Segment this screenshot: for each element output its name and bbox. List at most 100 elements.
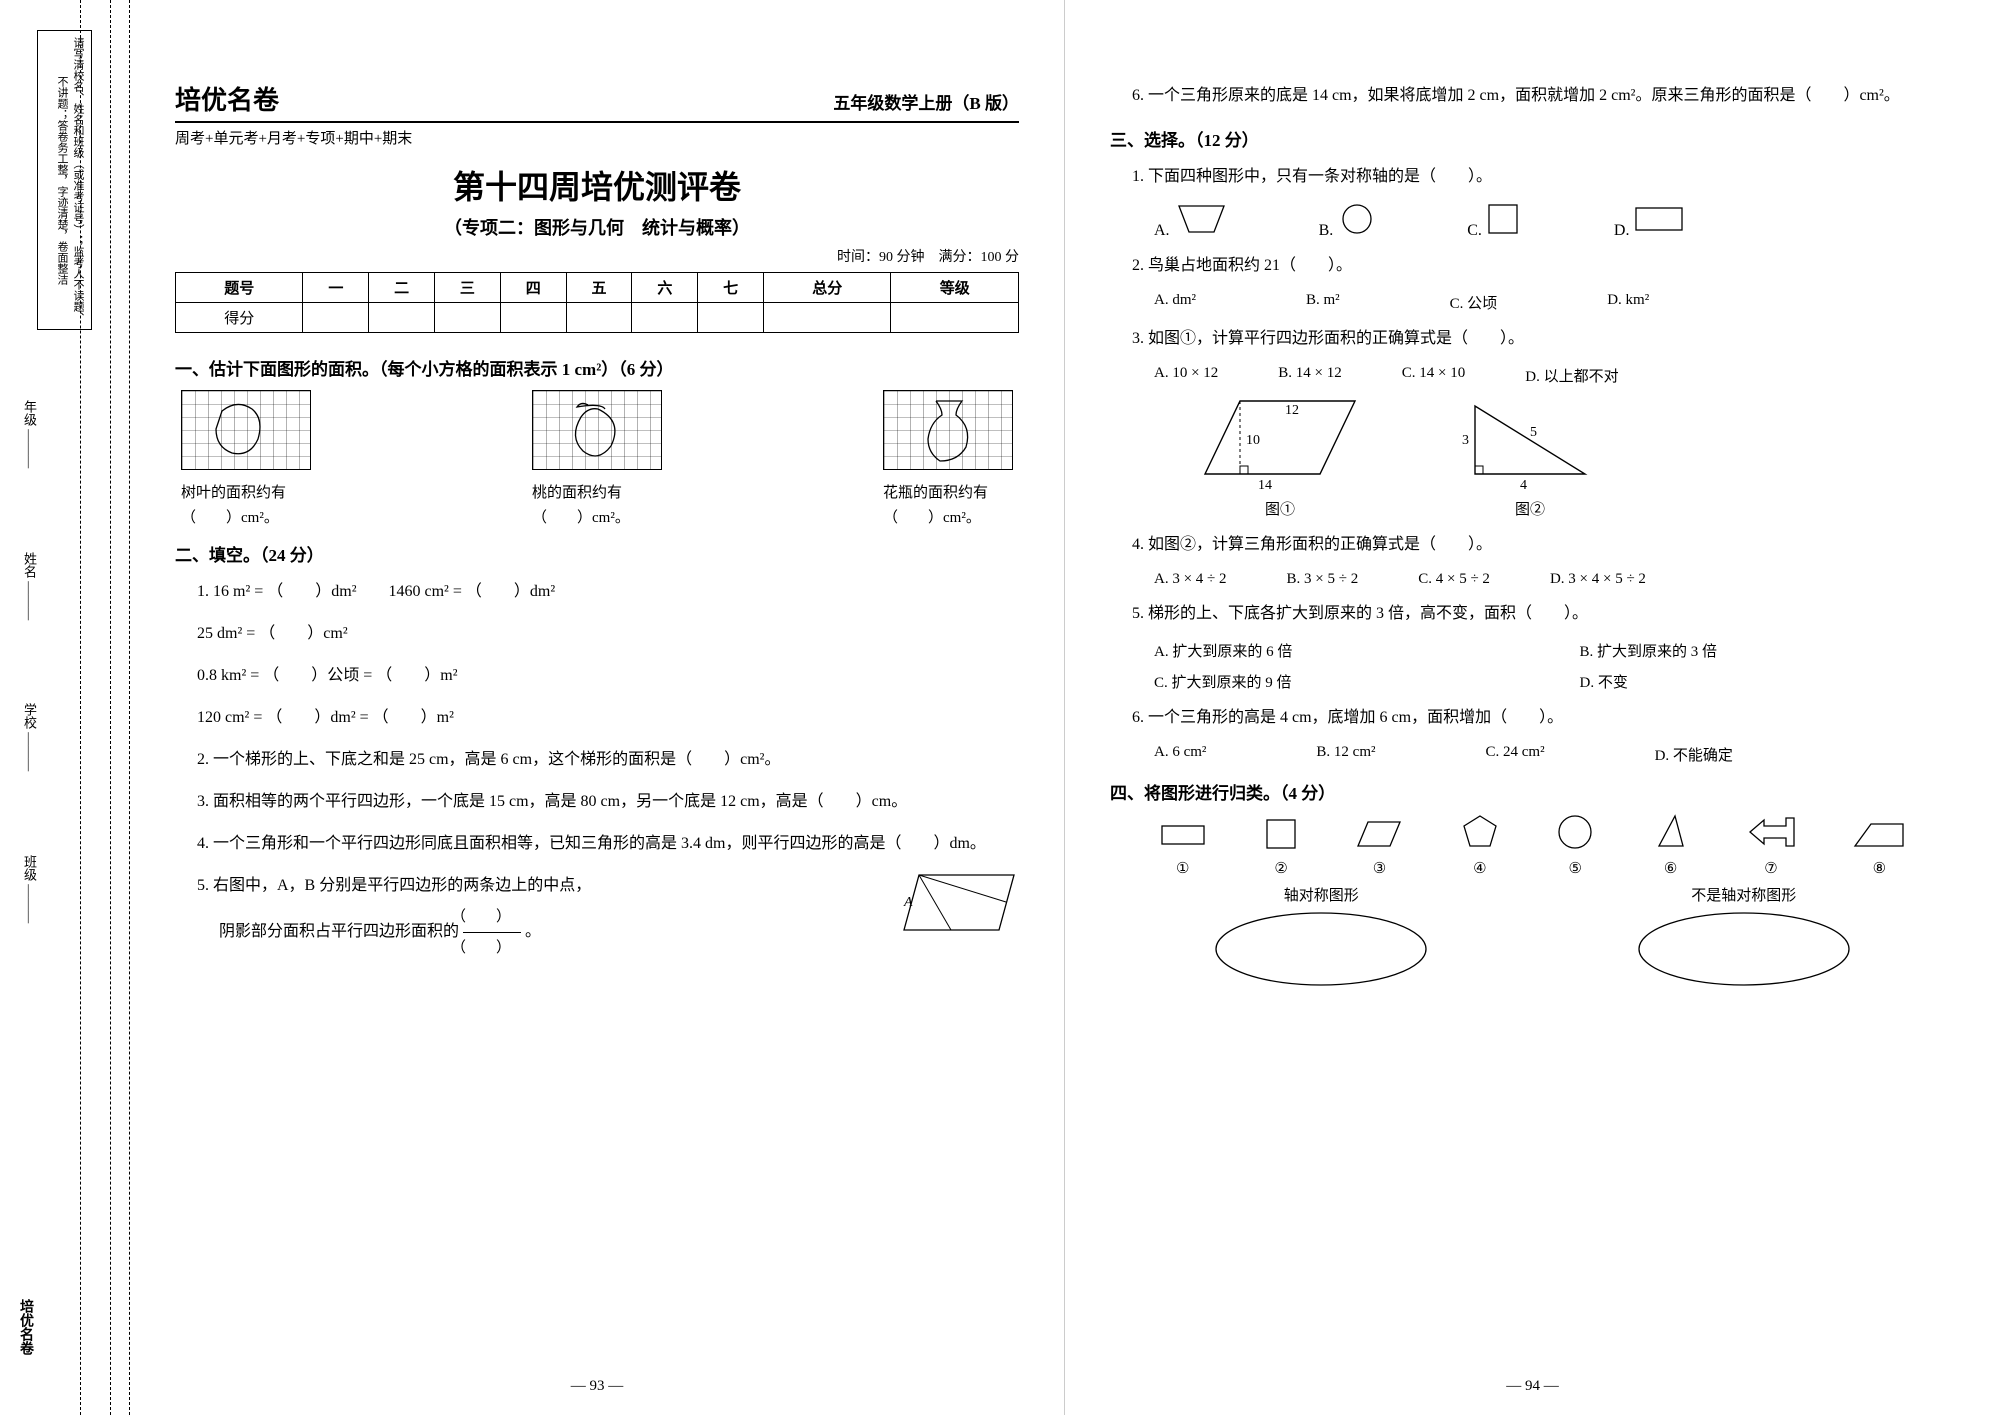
opt-d: D. 不能确定 [1655, 744, 1733, 765]
shape-8: ⑧ [1851, 818, 1907, 878]
book-title: 五年级数学上册（B 版） [833, 89, 1019, 114]
s3-q3: 3. 如图①，计算平行四边形面积的正确算式是（ ）。 [1132, 323, 1955, 355]
blank-vase: （ ）cm²。 [883, 506, 1013, 527]
score-h5: 五 [566, 273, 632, 303]
opt-d: D. 以上都不对 [1525, 365, 1618, 386]
opt-label: B. [1319, 222, 1334, 239]
section-3-title: 三、选择。（12 分） [1110, 126, 1955, 151]
fraction-numerator: （ ） [463, 902, 521, 933]
label-school: 学校 ——— [20, 703, 39, 771]
label-class: 班级 ——— [20, 855, 39, 923]
shape-3: ③ [1354, 818, 1404, 878]
score-cell[interactable] [764, 303, 891, 333]
section-1-title: 一、估计下面图形的面积。（每个小方格的面积表示 1 cm²）（6 分） [175, 355, 1019, 380]
figure-leaf: 树叶的面积约有 （ ）cm²。 [181, 390, 311, 527]
score-cell[interactable] [500, 303, 566, 333]
s2-q5-end: 。 [525, 923, 541, 940]
figure-triangle: 3 5 4 图② [1460, 396, 1600, 519]
opt-d-rectangle: D. [1614, 203, 1686, 240]
test-types: 周考+单元考+月考+专项+期中+期末 [175, 121, 1019, 148]
shape-2: ② [1263, 818, 1299, 878]
opt-c: C. 扩大到原来的 9 倍 [1154, 671, 1530, 692]
caption-peach: 桃的面积约有 [532, 481, 662, 502]
page-number-right: — 94 — [1065, 1378, 2000, 1395]
s4-shapes-row: ① ② ③ ④ ⑤ ⑥ ⑦ ⑧ [1130, 814, 1935, 878]
score-cell[interactable] [435, 303, 501, 333]
s3-q4-options: A. 3 × 4 ÷ 2 B. 3 × 5 ÷ 2 C. 4 × 5 ÷ 2 D… [1154, 571, 1955, 588]
cut-line [80, 0, 81, 1415]
caption-vase: 花瓶的面积约有 [883, 481, 1013, 502]
score-h2: 二 [369, 273, 435, 303]
score-h3: 三 [435, 273, 501, 303]
section-2-title: 二、填空。（24 分） [175, 541, 1019, 566]
opt-a: A. 3 × 4 ÷ 2 [1154, 571, 1227, 588]
opt-label: C. [1467, 222, 1482, 239]
opt-d: D. 不变 [1580, 671, 1956, 692]
score-cell[interactable] [566, 303, 632, 333]
label-name: 姓名 ——— [20, 552, 39, 620]
score-table: 题号 一 二 三 四 五 六 七 总分 等级 得分 [175, 272, 1019, 333]
parallelogram-ab-figure: A B [899, 870, 1019, 935]
opt-c: C. 24 cm² [1485, 744, 1544, 765]
s2-q1a: 1. 16 m² = （ ）dm² 1460 cm² = （ ）dm² [197, 576, 1019, 608]
label-symmetric: 轴对称图形 [1211, 884, 1431, 905]
binding-margin: 请写清校名、姓名和班级（或准考证号）；监考人不读题、不讲题；答卷务工整，字迹清楚… [0, 0, 130, 1415]
score-cell[interactable] [632, 303, 698, 333]
opt-c: C. 公顷 [1450, 292, 1498, 313]
opt-b: B. 扩大到原来的 3 倍 [1580, 640, 1956, 661]
score-cell[interactable] [891, 303, 1019, 333]
s3-q2-options: A. dm² B. m² C. 公顷 D. km² [1154, 292, 1955, 313]
score-cell[interactable] [303, 303, 369, 333]
label-grade: 年级 ——— [20, 400, 39, 468]
svg-text:10: 10 [1246, 433, 1260, 448]
s2-q4: 4. 一个三角形和一个平行四边形同底且面积相等，已知三角形的高是 3.4 dm，… [197, 828, 1019, 860]
brand-name: 培优名卷 [175, 80, 279, 117]
svg-text:12: 12 [1285, 403, 1299, 418]
svg-text:4: 4 [1520, 478, 1527, 491]
s2-q5-text: 5. 右图中，A，B 分别是平行四边形的两条边上的中点， [197, 877, 591, 894]
exam-instructions: 请写清校名、姓名和班级（或准考证号）；监考人不读题、不讲题；答卷务工整，字迹清楚… [37, 30, 92, 330]
fraction-blank: （ ） （ ） [463, 902, 521, 963]
opt-c: C. 14 × 10 [1402, 365, 1465, 386]
s3-q6: 6. 一个三角形的高是 4 cm，底增加 6 cm，面积增加（ ）。 [1132, 702, 1955, 734]
score-cell[interactable] [369, 303, 435, 333]
blank-peach: （ ）cm²。 [532, 506, 662, 527]
shape-7: ⑦ [1746, 814, 1796, 878]
time-score-info: 时间：90 分钟 满分：100 分 [175, 246, 1019, 266]
page-number-left: — 93 — [130, 1378, 1064, 1395]
svg-text:A: A [903, 895, 913, 910]
shape-5: ⑤ [1555, 814, 1595, 878]
score-h1: 一 [303, 273, 369, 303]
oval-symmetric: 轴对称图形 [1211, 884, 1431, 994]
s3-q5: 5. 梯形的上、下底各扩大到原来的 3 倍，高不变，面积（ ）。 [1132, 598, 1955, 630]
s3-q2: 2. 鸟巢占地面积约 21（ ）。 [1132, 250, 1955, 282]
s3-q6-options: A. 6 cm² B. 12 cm² C. 24 cm² D. 不能确定 [1154, 744, 1955, 765]
oval-not-symmetric: 不是轴对称图形 [1634, 884, 1854, 994]
opt-a: A. 10 × 12 [1154, 365, 1218, 386]
shape-4: ④ [1460, 814, 1500, 878]
opt-a: A. 扩大到原来的 6 倍 [1154, 640, 1530, 661]
s2-q2: 2. 一个梯形的上、下底之和是 25 cm，高是 6 cm，这个梯形的面积是（ … [197, 744, 1019, 776]
worksheet-title: 第十四周培优测评卷 [175, 162, 1019, 208]
opt-b: B. 12 cm² [1316, 744, 1375, 765]
opt-d: D. 3 × 4 × 5 ÷ 2 [1550, 571, 1646, 588]
score-cell[interactable] [698, 303, 764, 333]
label-not-symmetric: 不是轴对称图形 [1634, 884, 1854, 905]
score-h0: 题号 [176, 273, 303, 303]
figure-vase: 花瓶的面积约有 （ ）cm²。 [883, 390, 1013, 527]
fraction-denominator: （ ） [463, 933, 521, 963]
fig1-caption: 图① [1200, 498, 1360, 519]
opt-d: D. km² [1607, 292, 1649, 313]
opt-label: D. [1614, 222, 1630, 239]
opt-label: A. [1154, 222, 1170, 239]
opt-a-trapezoid: A. [1154, 203, 1229, 240]
opt-c: C. 4 × 5 ÷ 2 [1418, 571, 1490, 588]
opt-c-square: C. [1467, 203, 1524, 240]
s2-q5b-text: 阴影部分面积占平行四边形面积的 [219, 923, 459, 940]
s2-q6: 6. 一个三角形原来的底是 14 cm，如果将底增加 2 cm，面积就增加 2 … [1132, 80, 1955, 112]
opt-b: B. 3 × 5 ÷ 2 [1287, 571, 1359, 588]
s2-q1b: 25 dm² = （ ）cm² [197, 618, 1019, 650]
s2-q1c: 0.8 km² = （ ）公顷 = （ ）m² [197, 660, 1019, 692]
svg-text:3: 3 [1462, 433, 1469, 448]
figure-peach: 桃的面积约有 （ ）cm²。 [532, 390, 662, 527]
